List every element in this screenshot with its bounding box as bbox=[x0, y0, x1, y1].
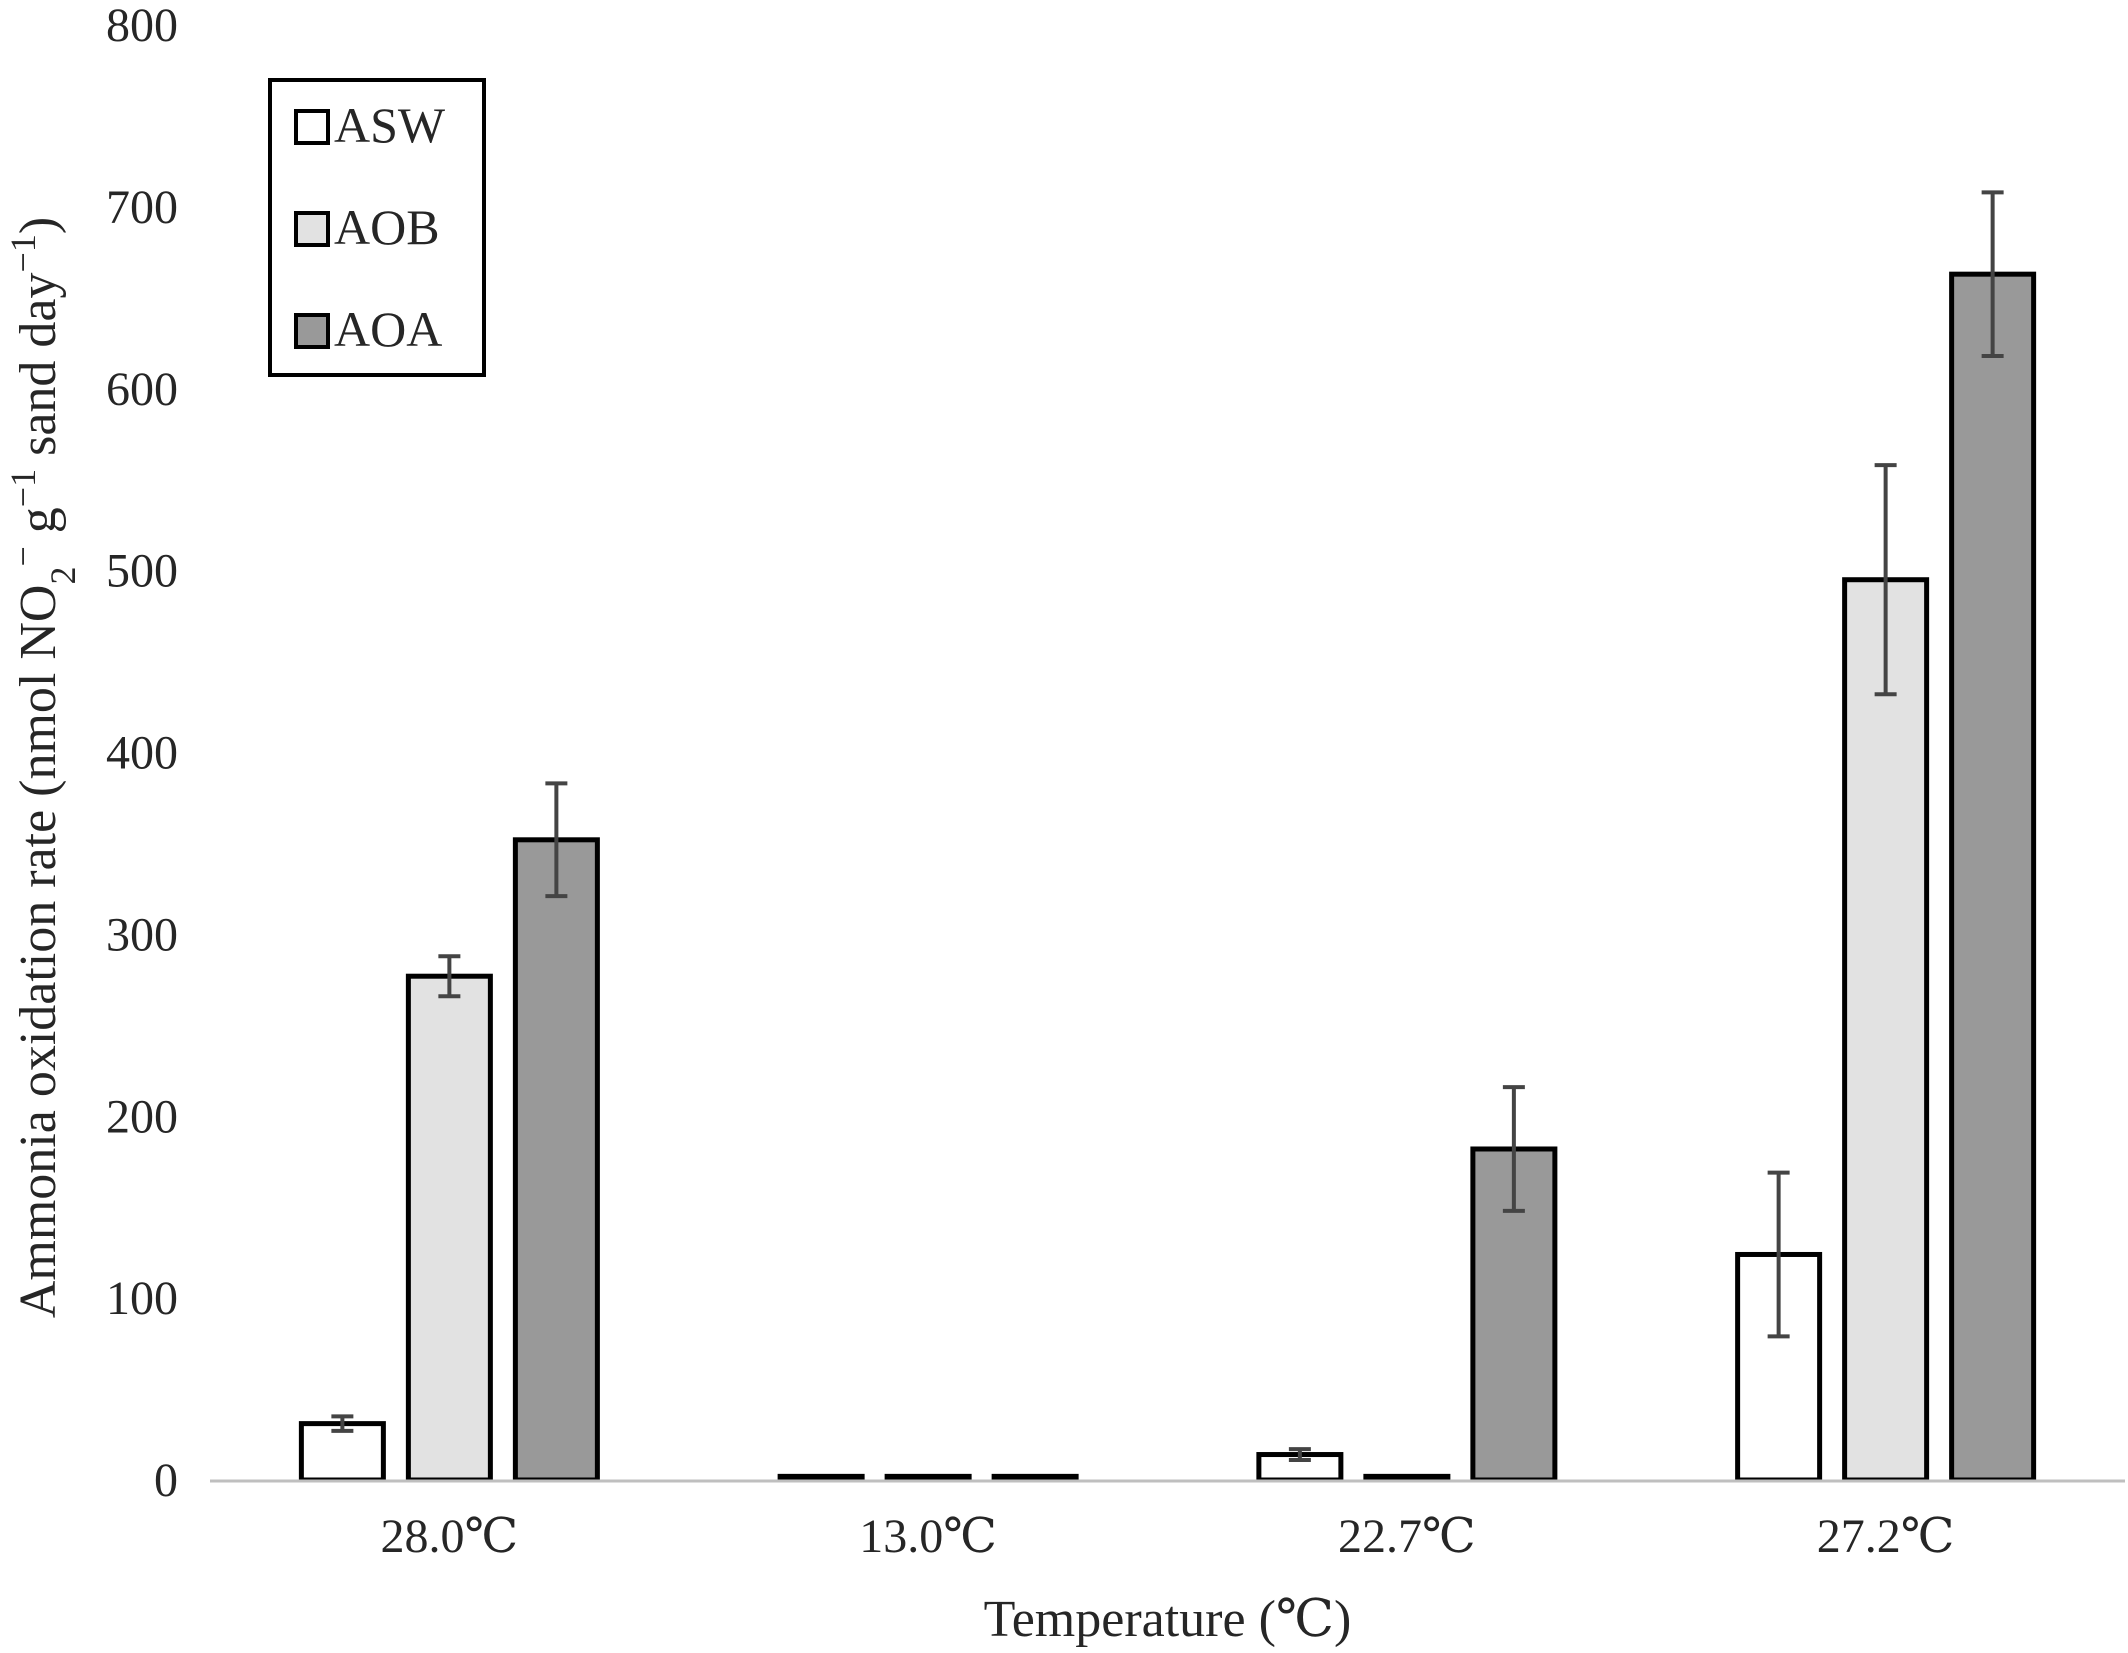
bar-asw bbox=[777, 1473, 865, 1483]
error-bar bbox=[1981, 190, 2004, 359]
y-title-prefix: Ammonia oxidation rate (nmol NO bbox=[10, 585, 67, 1319]
x-tick-label: 28.0℃ bbox=[381, 1510, 519, 1563]
error-bar bbox=[1767, 1170, 1790, 1339]
y-tick-label: 300 bbox=[106, 908, 178, 961]
y-tick-label: 200 bbox=[106, 1090, 178, 1143]
y-title-sup-neg1-b: −1 bbox=[3, 234, 43, 272]
error-bars bbox=[331, 190, 2004, 1462]
legend-swatch-aoa bbox=[294, 313, 330, 349]
error-bar bbox=[331, 1414, 354, 1433]
bar-aob bbox=[1363, 1473, 1451, 1483]
x-axis-ticks: 28.0℃ 13.0℃ 22.7℃ 27.2℃ bbox=[381, 1510, 1955, 1563]
y-tick-label: 700 bbox=[106, 181, 178, 234]
error-bar bbox=[545, 781, 568, 899]
legend-swatch-asw bbox=[294, 109, 330, 145]
legend-swatch-aob bbox=[294, 211, 330, 247]
x-tick-label: 22.7℃ bbox=[1338, 1510, 1476, 1563]
bar-aob bbox=[1842, 577, 1930, 1483]
bar-aoa bbox=[512, 837, 600, 1483]
y-axis-title: Ammonia oxidation rate (nmol NO2− g−1 sa… bbox=[3, 217, 83, 1318]
y-title-sup-neg1: −1 bbox=[3, 469, 43, 507]
bar-asw bbox=[1735, 1251, 1823, 1483]
y-title-g: g bbox=[10, 507, 67, 546]
legend-label-aob: AOB bbox=[334, 199, 440, 255]
y-tick-label: 100 bbox=[106, 1272, 178, 1325]
y-title-sand-day: sand day bbox=[10, 272, 67, 468]
error-bar bbox=[438, 954, 461, 999]
bar-aob bbox=[405, 973, 493, 1483]
y-tick-label: 800 bbox=[106, 0, 178, 52]
y-tick-label: 0 bbox=[154, 1454, 178, 1507]
x-axis-title: Temperature (℃) bbox=[984, 1591, 1352, 1648]
y-title-sub: 2 bbox=[43, 567, 83, 585]
legend-label-aoa: AOA bbox=[334, 301, 442, 357]
y-tick-label: 500 bbox=[106, 545, 178, 598]
x-tick-label: 13.0℃ bbox=[859, 1510, 997, 1563]
y-title-sup-minus: − bbox=[3, 546, 43, 566]
bar-aoa bbox=[1949, 271, 2037, 1483]
legend: ASW AOB AOA bbox=[268, 78, 486, 377]
legend-label-asw: ASW bbox=[334, 97, 446, 153]
y-tick-label: 400 bbox=[106, 727, 178, 780]
y-axis-ticks: 0 100 200 300 400 500 600 700 800 bbox=[106, 0, 178, 1507]
bars bbox=[298, 271, 2037, 1483]
y-title-suffix: ) bbox=[10, 217, 67, 234]
x-tick-label: 27.2℃ bbox=[1817, 1510, 1955, 1563]
bar-aob bbox=[884, 1473, 972, 1483]
error-bar bbox=[1288, 1447, 1311, 1462]
bar-aoa bbox=[991, 1473, 1079, 1483]
y-tick-label: 600 bbox=[106, 363, 178, 416]
error-bar bbox=[1874, 463, 1897, 697]
error-bar bbox=[1502, 1085, 1525, 1213]
